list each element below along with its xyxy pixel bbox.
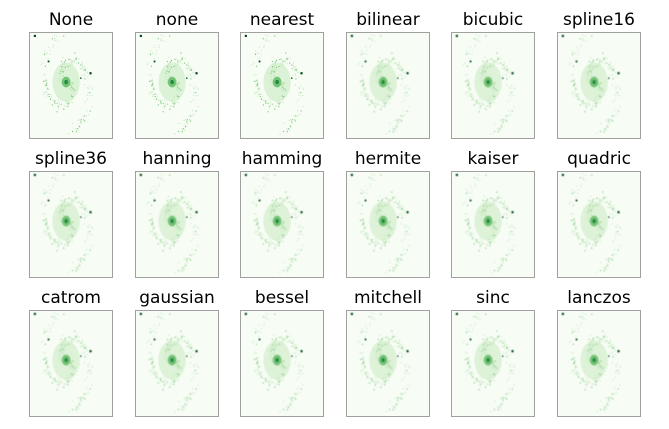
image-panel: kaiser — [451, 148, 535, 278]
image-panel: quadric — [557, 148, 641, 278]
galaxy-image — [557, 171, 641, 278]
panel-title: gaussian — [139, 288, 215, 308]
panel-title: spline16 — [563, 10, 635, 30]
panel-title: mitchell — [354, 288, 422, 308]
galaxy-speckles — [33, 312, 94, 413]
galaxy-image — [240, 171, 324, 278]
galaxy-image — [135, 32, 219, 139]
panel-title: hermite — [354, 149, 422, 169]
galaxy-image — [451, 171, 535, 278]
image-panel: hamming — [240, 148, 324, 278]
galaxy-image — [346, 32, 430, 139]
galaxy-speckles — [455, 173, 516, 274]
galaxy-image — [240, 310, 324, 417]
galaxy-image — [240, 32, 324, 139]
panel-title: none — [155, 10, 199, 30]
galaxy-speckles — [561, 173, 622, 274]
image-panel: hanning — [135, 148, 219, 278]
panel-title: sinc — [476, 288, 510, 308]
image-panel: none — [135, 9, 219, 139]
galaxy-speckles — [33, 34, 94, 135]
image-panel: sinc — [451, 287, 535, 417]
galaxy-image — [135, 171, 219, 278]
galaxy-speckles — [455, 312, 516, 413]
panel-title: hanning — [142, 149, 212, 169]
galaxy-image — [557, 32, 641, 139]
galaxy-speckles — [139, 34, 200, 135]
image-panel: mitchell — [346, 287, 430, 417]
panel-title: spline36 — [35, 149, 107, 169]
galaxy-image — [29, 32, 113, 139]
panel-title: catrom — [40, 288, 101, 308]
image-panel: hermite — [346, 148, 430, 278]
galaxy-image — [451, 310, 535, 417]
image-panel: bessel — [240, 287, 324, 417]
panel-title: nearest — [249, 10, 315, 30]
galaxy-speckles — [244, 34, 305, 135]
galaxy-image — [557, 310, 641, 417]
galaxy-image — [29, 171, 113, 278]
panel-title: bilinear — [356, 10, 420, 30]
image-panel: catrom — [29, 287, 113, 417]
image-panel: bicubic — [451, 9, 535, 139]
panel-title: quadric — [567, 149, 631, 169]
galaxy-speckles — [244, 173, 305, 274]
panel-title: bicubic — [462, 10, 524, 30]
galaxy-speckles — [455, 34, 516, 135]
image-panel: lanczos — [557, 287, 641, 417]
panel-title: lanczos — [567, 288, 631, 308]
galaxy-speckles — [350, 312, 411, 413]
image-panel: spline16 — [557, 9, 641, 139]
image-panel: None — [29, 9, 113, 139]
image-panel: gaussian — [135, 287, 219, 417]
galaxy-image — [451, 32, 535, 139]
galaxy-image — [29, 310, 113, 417]
image-panel: bilinear — [346, 9, 430, 139]
image-panel: nearest — [240, 9, 324, 139]
panel-title: bessel — [254, 288, 310, 308]
galaxy-speckles — [350, 173, 411, 274]
galaxy-speckles — [139, 312, 200, 413]
galaxy-speckles — [350, 34, 411, 135]
galaxy-speckles — [33, 173, 94, 274]
galaxy-image — [346, 310, 430, 417]
galaxy-image — [346, 171, 430, 278]
galaxy-speckles — [561, 34, 622, 135]
panel-title: kaiser — [467, 149, 519, 169]
galaxy-image — [135, 310, 219, 417]
image-panel: spline36 — [29, 148, 113, 278]
panel-title: None — [48, 10, 94, 30]
galaxy-speckles — [139, 173, 200, 274]
galaxy-speckles — [244, 312, 305, 413]
galaxy-speckles — [561, 312, 622, 413]
panel-title: hamming — [241, 149, 323, 169]
